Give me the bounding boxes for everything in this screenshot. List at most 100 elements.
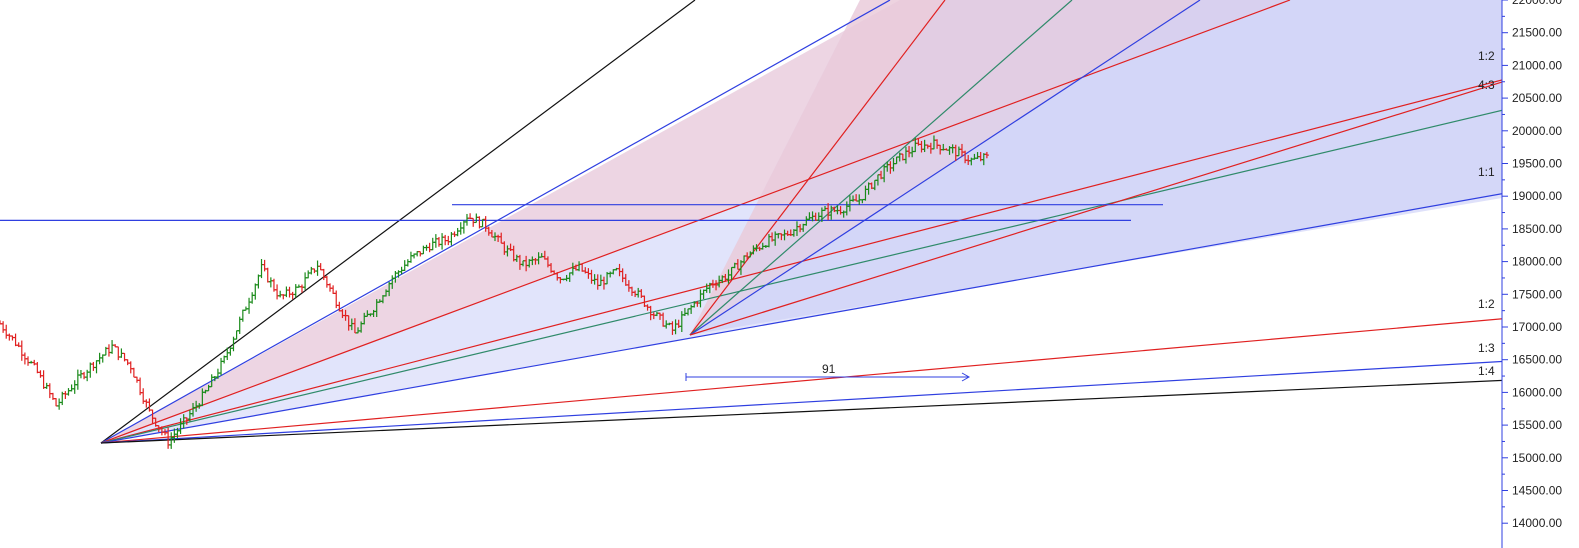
- price-axis-label: 16500.00: [1512, 353, 1562, 367]
- price-axis-label: 20000.00: [1512, 124, 1562, 138]
- ohlc-bar: [446, 235, 451, 246]
- ohlc-bar: [436, 237, 441, 247]
- ohlc-bar: [250, 292, 255, 304]
- ohlc-bar: [268, 277, 273, 288]
- fan-label-lower-1-3: 1:3: [1478, 341, 1495, 355]
- ohlc-bar: [38, 370, 43, 378]
- ohlc-bar: [287, 286, 292, 298]
- ohlc-bar: [1, 321, 6, 333]
- horizontal-levels: [0, 204, 1163, 221]
- ohlc-bar: [125, 359, 130, 366]
- ohlc-bar: [262, 259, 267, 272]
- price-axis-label: 15000.00: [1512, 451, 1562, 465]
- ohlc-bar: [13, 333, 18, 347]
- fan-ratio-labels: 1:2 4:3 1:1 1:2 1:3 1:4: [1478, 49, 1495, 378]
- ohlc-bar: [66, 388, 71, 396]
- ohlc-bar: [306, 270, 311, 279]
- ohlc-bar: [75, 369, 80, 390]
- price-axis-label: 18000.00: [1512, 255, 1562, 269]
- ohlc-bar: [91, 361, 96, 371]
- ohlc-bar: [240, 309, 245, 322]
- ohlc-bar: [144, 399, 149, 408]
- ohlc-bar: [85, 369, 90, 382]
- ohlc-bar: [82, 371, 87, 380]
- gann-fan-line: [100, 0, 891, 444]
- price-axis-label: 21000.00: [1512, 58, 1562, 72]
- ohlc-bar: [284, 286, 289, 298]
- ohlc-bar: [7, 333, 12, 341]
- gann-fan-line: [100, 91, 1579, 444]
- price-axis-label: 22000.00: [1512, 0, 1562, 7]
- ohlc-bar: [94, 360, 99, 374]
- price-axis-label: 15500.00: [1512, 418, 1562, 432]
- ohlc-bar: [408, 251, 413, 263]
- ohlc-bar: [293, 284, 298, 298]
- bar-count-measure: 91: [685, 362, 971, 382]
- ohlc-bar: [324, 275, 329, 288]
- ohlc-bar: [215, 368, 220, 379]
- price-axis-label: 16000.00: [1512, 385, 1562, 399]
- ohlc-bar: [219, 357, 224, 376]
- ohlc-bar: [421, 245, 426, 255]
- gann-fan-line: [100, 376, 1579, 444]
- ohlc-bar: [69, 384, 74, 392]
- ohlc-bar: [440, 233, 445, 250]
- gann-fan-line: [100, 59, 1579, 444]
- ohlc-bar: [253, 283, 258, 300]
- ohlc-bar: [247, 297, 252, 314]
- ohlc-bar: [309, 266, 314, 275]
- ohlc-bar: [474, 213, 479, 224]
- measure-arrow-head: [961, 372, 971, 382]
- fan-label-upper-1-1: 1:1: [1478, 165, 1495, 179]
- gann-fan-line: [689, 0, 1201, 336]
- ohlc-bar: [54, 398, 59, 407]
- ohlc-bar: [331, 285, 336, 294]
- ohlc-bar: [328, 283, 332, 292]
- gann-fan-line: [689, 0, 946, 336]
- fan-label-upper-1-2: 1:2: [1478, 49, 1495, 63]
- gann-fan-line: [100, 0, 1291, 444]
- fan-label-upper-4-3: 4:3: [1478, 78, 1495, 92]
- ohlc-bar: [427, 242, 432, 253]
- price-axis-label: 19000.00: [1512, 189, 1562, 203]
- price-axis-label: 14500.00: [1512, 484, 1562, 498]
- price-axis-label: 18500.00: [1512, 222, 1562, 236]
- ohlc-bar: [315, 260, 320, 276]
- ohlc-bar: [455, 227, 460, 237]
- ohlc-bar: [256, 274, 261, 289]
- gann-fan-line: [689, 0, 1073, 336]
- price-axis[interactable]: 14000.00 14500.00 15000.00 15500.00 16000.00…: [1501, 0, 1579, 548]
- ohlc-bar: [131, 367, 136, 378]
- price-axis-label: 20500.00: [1512, 91, 1562, 105]
- fan-label-lower-1-4: 1:4: [1478, 364, 1495, 378]
- ohlc-bar: [433, 234, 438, 248]
- ohlc-bar: [26, 356, 31, 366]
- ohlc-bar: [41, 370, 46, 389]
- gann-fan-line: [100, 0, 696, 444]
- ohlc-bar: [128, 361, 133, 374]
- gann-fan-line: [100, 356, 1579, 444]
- fan-shade-region: [690, 0, 1579, 335]
- ohlc-bar: [72, 380, 77, 394]
- gann-fan-line: [100, 179, 1579, 444]
- ohlc-bar: [63, 391, 68, 400]
- price-axis-label: 21500.00: [1512, 26, 1562, 40]
- ohlc-bar: [278, 290, 283, 298]
- ohlc-bar: [169, 432, 174, 449]
- ohlc-bar: [259, 259, 264, 279]
- ohlc-bar: [47, 383, 52, 399]
- ohlc-bar: [265, 267, 270, 283]
- price-bars: [0, 135, 989, 449]
- ohlc-bar: [4, 324, 9, 339]
- ohlc-bar: [110, 340, 115, 354]
- ohlc-bar: [88, 362, 93, 378]
- ohlc-bar: [57, 398, 62, 410]
- fan-label-lower-1-2: 1:2: [1478, 297, 1495, 311]
- ohlc-bar: [984, 151, 989, 159]
- price-axis-label: 17500.00: [1512, 287, 1562, 301]
- gann-fan-line: [689, 57, 1579, 336]
- ohlc-bar: [134, 376, 139, 383]
- ohlc-bar: [405, 259, 410, 267]
- ohlc-bar: [275, 284, 280, 300]
